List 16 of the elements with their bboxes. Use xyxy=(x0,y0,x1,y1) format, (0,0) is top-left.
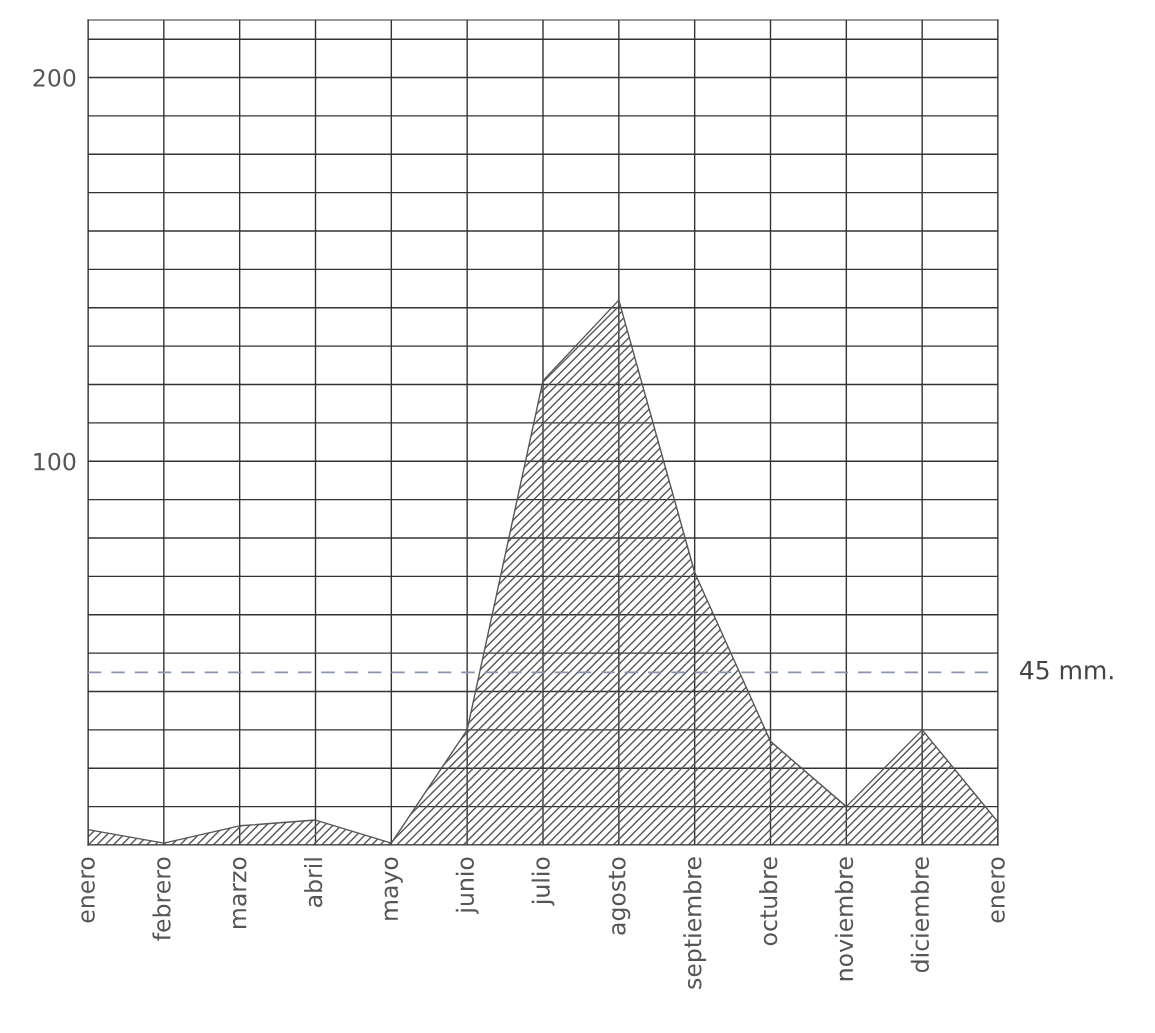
x-tick-label: febrero xyxy=(152,857,171,941)
x-tick-label: julio xyxy=(531,857,555,906)
x-tick-label: noviembre xyxy=(834,857,854,981)
x-tick-label: septiembre xyxy=(683,857,707,989)
x-tick-label: octubre xyxy=(759,857,778,946)
x-tick-label: diciembre xyxy=(910,857,930,973)
y-tick-label: 100 xyxy=(34,452,76,471)
x-tick-label: junio xyxy=(455,857,479,915)
ref-line-label: 45 mm. xyxy=(1020,661,1113,680)
x-tick-label: agosto xyxy=(608,857,631,935)
x-tick-label: abril xyxy=(304,858,323,907)
x-tick-label: enero xyxy=(81,857,95,923)
x-tick-label: enero xyxy=(991,857,1005,923)
y-tick-label: 200 xyxy=(33,69,76,87)
x-tick-label: mayo xyxy=(384,857,403,920)
x-tick-label: marzo xyxy=(232,857,247,928)
